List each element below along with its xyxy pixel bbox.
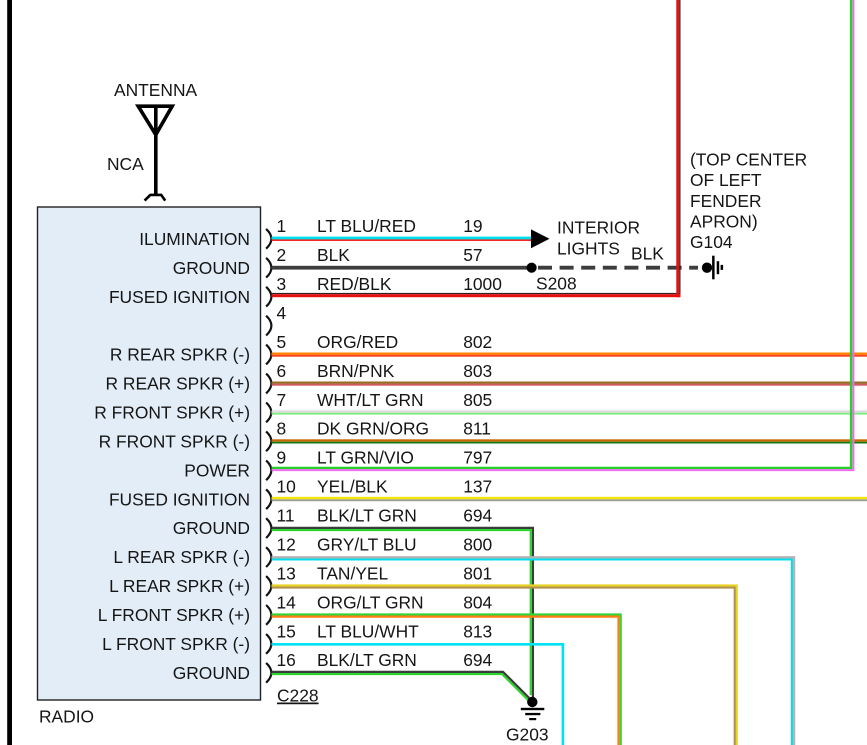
svg-text:1000: 1000 [463,274,502,294]
svg-text:FUSED IGNITION: FUSED IGNITION [109,287,250,307]
svg-text:ILUMINATION: ILUMINATION [139,229,250,249]
svg-text:RADIO: RADIO [39,707,94,727]
svg-text:ORG/RED: ORG/RED [317,332,398,352]
svg-text:10: 10 [277,477,296,497]
svg-text:801: 801 [463,563,492,583]
svg-text:L FRONT SPKR (+): L FRONT SPKR (+) [98,605,250,625]
svg-text:FUSED IGNITION: FUSED IGNITION [109,489,250,509]
svg-text:L REAR SPKR (+): L REAR SPKR (+) [109,576,250,596]
svg-text:BLK/LT GRN: BLK/LT GRN [317,650,417,670]
svg-text:APRON): APRON) [690,212,758,232]
svg-text:804: 804 [463,592,492,612]
svg-text:15: 15 [277,621,296,641]
svg-text:813: 813 [463,621,492,641]
svg-text:BLK: BLK [631,244,664,264]
svg-text:9: 9 [277,448,287,468]
svg-text:FENDER: FENDER [690,191,762,211]
svg-text:TAN/YEL: TAN/YEL [317,563,389,583]
svg-text:POWER: POWER [184,460,250,480]
svg-text:GROUND: GROUND [173,518,250,538]
svg-text:G104: G104 [690,232,733,252]
svg-text:1: 1 [277,216,287,236]
svg-text:LIGHTS: LIGHTS [557,238,620,258]
svg-text:6: 6 [277,361,287,381]
svg-text:L REAR SPKR (-): L REAR SPKR (-) [113,547,250,567]
svg-text:803: 803 [463,361,492,381]
svg-text:RED/BLK: RED/BLK [317,274,392,294]
svg-text:GRY/LT BLU: GRY/LT BLU [317,535,417,555]
svg-text:11: 11 [277,506,295,526]
svg-text:805: 805 [463,390,492,410]
svg-text:R REAR SPKR (-): R REAR SPKR (-) [110,345,250,365]
svg-text:YEL/BLK: YEL/BLK [317,477,388,497]
svg-text:BLK/LT GRN: BLK/LT GRN [317,506,417,526]
svg-text:(TOP CENTER: (TOP CENTER [690,149,807,169]
svg-text:NCA: NCA [107,154,144,174]
svg-text:16: 16 [277,650,296,670]
svg-text:57: 57 [463,245,482,265]
svg-text:LT BLU/WHT: LT BLU/WHT [317,621,419,641]
svg-text:5: 5 [277,332,287,352]
svg-text:LT GRN/VIO: LT GRN/VIO [317,448,414,468]
svg-text:802: 802 [463,332,492,352]
svg-text:GROUND: GROUND [173,663,250,683]
svg-text:L FRONT SPKR (-): L FRONT SPKR (-) [102,634,250,654]
svg-text:BRN/PNK: BRN/PNK [317,361,395,381]
svg-text:2: 2 [277,245,287,265]
svg-text:OF LEFT: OF LEFT [690,170,762,190]
svg-text:137: 137 [463,477,492,497]
svg-text:DK GRN/ORG: DK GRN/ORG [317,419,429,439]
svg-text:14: 14 [277,592,297,612]
svg-text:R REAR SPKR (+): R REAR SPKR (+) [106,374,250,394]
svg-text:3: 3 [277,274,287,294]
svg-text:GROUND: GROUND [173,258,250,278]
svg-text:797: 797 [463,448,492,468]
svg-text:694: 694 [463,506,492,526]
svg-text:BLK: BLK [317,245,350,265]
svg-text:G203: G203 [506,724,549,744]
svg-text:WHT/LT GRN: WHT/LT GRN [317,390,424,410]
svg-text:ANTENNA: ANTENNA [114,80,197,100]
svg-text:R FRONT SPKR (-): R FRONT SPKR (-) [99,431,250,451]
svg-text:19: 19 [463,216,482,236]
svg-text:12: 12 [277,535,296,555]
svg-text:R FRONT SPKR (+): R FRONT SPKR (+) [94,403,250,423]
svg-text:800: 800 [463,535,492,555]
svg-text:7: 7 [277,390,287,410]
svg-text:811: 811 [463,419,491,439]
svg-text:ORG/LT GRN: ORG/LT GRN [317,592,424,612]
svg-text:4: 4 [277,303,287,323]
svg-text:LT BLU/RED: LT BLU/RED [317,216,416,236]
svg-text:13: 13 [277,563,296,583]
svg-text:S208: S208 [536,274,577,294]
svg-text:INTERIOR: INTERIOR [557,218,640,238]
svg-text:694: 694 [463,650,492,670]
svg-text:C228: C228 [277,686,319,706]
svg-text:8: 8 [277,419,287,439]
